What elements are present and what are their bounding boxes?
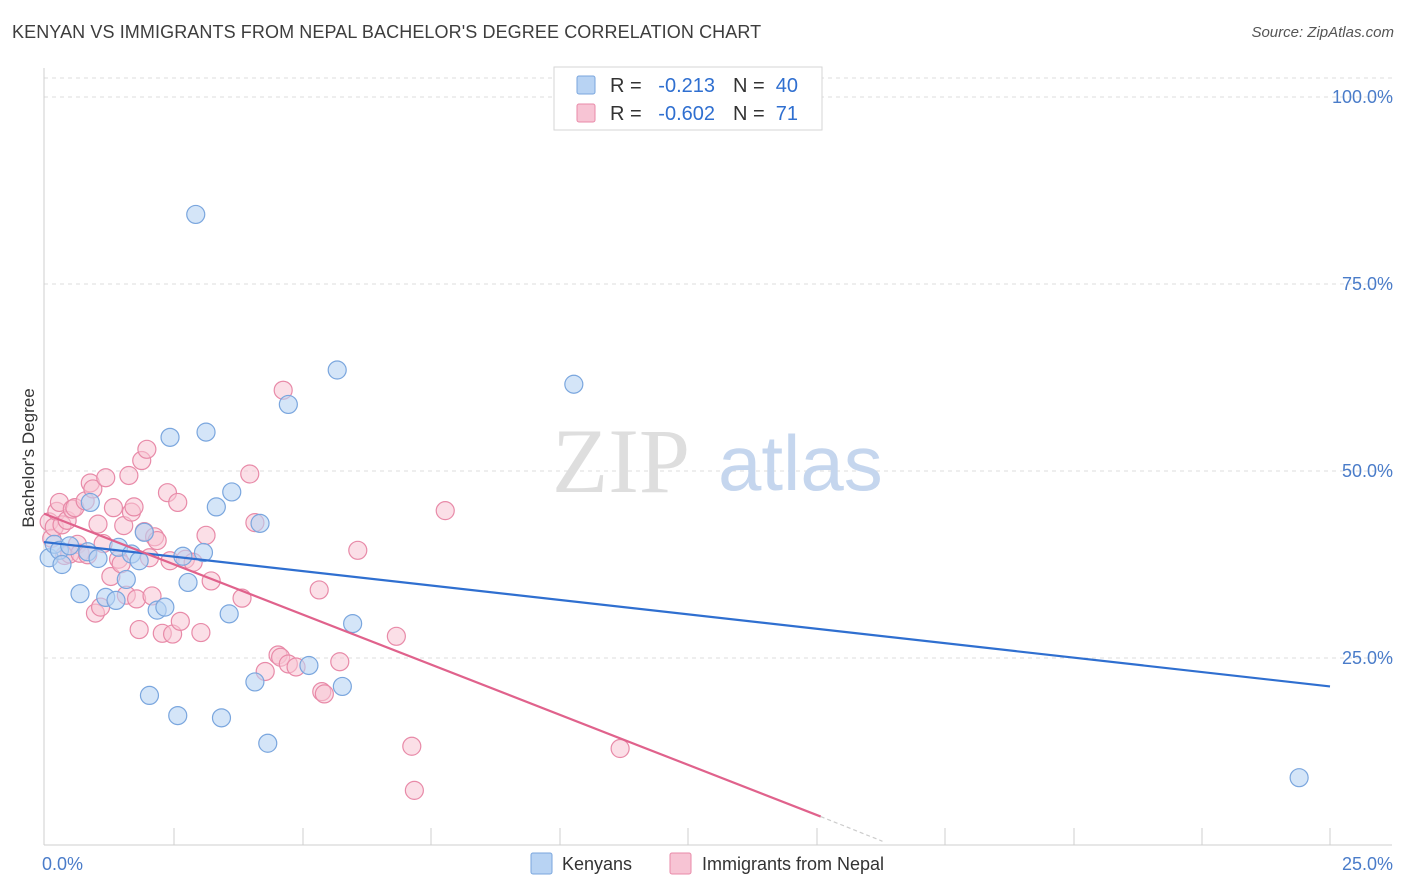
watermark: ZIP atlas: [552, 410, 883, 512]
kenyan-point: [106, 590, 126, 611]
nepal-point: [196, 525, 216, 545]
legend-n-value-nepal: 71: [776, 103, 798, 125]
legend-n-label-nepal: N =: [733, 103, 765, 125]
legend-r-value-nepal: -0.602: [658, 103, 715, 125]
bottom-legend-label-kenyans: Kenyans: [562, 854, 632, 874]
kenyan-point: [134, 522, 154, 542]
source-label: Source: ZipAtlas.com: [1251, 24, 1394, 41]
kenyan-trend-line: [43, 540, 1331, 688]
kenyan-point: [196, 422, 216, 442]
nepal-point: [96, 468, 116, 488]
kenyan-point: [178, 572, 198, 593]
tick-labels: 25.0% 50.0% 75.0% 100.0% 0.0% 25.0%: [42, 87, 1393, 874]
nepal-point: [330, 652, 350, 672]
nepal-point: [126, 589, 147, 609]
nepal-point: [88, 514, 108, 534]
kenyan-point: [211, 708, 232, 728]
nepal-point: [170, 611, 190, 631]
nepal-point: [435, 501, 455, 521]
y-tick-label-50: 50.0%: [1342, 461, 1393, 481]
nepal-point: [402, 736, 422, 756]
kenyan-point: [206, 497, 226, 517]
x-tick-label-max: 25.0%: [1342, 854, 1393, 874]
legend-r-label-nepal: R =: [610, 103, 642, 125]
legend-r-value-kenyans: -0.213: [658, 75, 715, 97]
nepal-point: [103, 498, 124, 518]
bottom-legend-swatch-kenyans: [530, 852, 553, 875]
nepal-point: [168, 492, 188, 513]
nepal-point: [404, 780, 424, 800]
kenyan-point: [219, 604, 239, 624]
kenyan-point: [193, 542, 214, 563]
legend-n-label-kenyans: N =: [733, 75, 765, 97]
x-tick-label-min: 0.0%: [42, 854, 83, 874]
legend-r-label-kenyans: R =: [610, 75, 642, 97]
nepal-trend-line: [43, 512, 822, 818]
nepal-point: [137, 439, 157, 459]
kenyan-point: [258, 733, 278, 753]
kenyan-point: [186, 204, 206, 225]
kenyan-point: [52, 554, 72, 575]
correlation-legend: R = -0.213 N = 40 R = -0.602 N = 71: [553, 66, 823, 131]
legend-n-value-kenyans: 40: [776, 75, 798, 97]
nepal-point: [191, 622, 211, 643]
y-tick-label-100: 100.0%: [1332, 87, 1393, 107]
bottom-legend-label-nepal: Immigrants from Nepal: [702, 854, 884, 874]
y-tick-label-25: 25.0%: [1342, 648, 1393, 668]
trend-lines: [43, 512, 1331, 842]
legend-swatch-kenyans: [576, 75, 596, 95]
axes: [43, 68, 1392, 846]
kenyan-point: [250, 513, 270, 533]
y-axis-title: Bachelor's Degree: [19, 388, 38, 527]
kenyan-point: [116, 569, 136, 590]
nepal-point: [348, 540, 368, 560]
grid-lines: [44, 77, 1392, 659]
nepal-point: [119, 465, 139, 486]
kenyan-point: [332, 676, 352, 697]
kenyan-point: [343, 613, 363, 634]
kenyan-point: [160, 427, 180, 447]
nepal-point: [314, 684, 334, 704]
nepal-points: [39, 380, 630, 800]
kenyan-point: [222, 482, 242, 502]
watermark-atlas: atlas: [718, 419, 883, 507]
y-tick-label-75: 75.0%: [1342, 274, 1393, 294]
series-legend: Kenyans Immigrants from Nepal: [530, 852, 884, 875]
nepal-point: [309, 580, 329, 600]
kenyan-point: [245, 672, 265, 692]
kenyan-point: [299, 655, 319, 676]
nepal-point: [124, 497, 144, 517]
chart-title: KENYAN VS IMMIGRANTS FROM NEPAL BACHELOR…: [12, 22, 762, 42]
kenyan-point: [70, 584, 90, 604]
nepal-point: [386, 626, 406, 646]
nepal-point: [240, 464, 260, 484]
kenyan-point: [155, 597, 175, 617]
nepal-point: [129, 619, 149, 640]
kenyan-point: [564, 374, 584, 394]
nepal-point: [610, 738, 630, 759]
legend-box: [553, 66, 823, 131]
kenyan-point: [139, 685, 160, 706]
kenyan-point: [80, 492, 100, 513]
nepal-trend-extension: [820, 816, 883, 842]
kenyan-point: [278, 394, 298, 415]
kenyan-point: [327, 360, 347, 380]
kenyan-point: [1289, 768, 1309, 788]
kenyan-points: [39, 204, 1309, 788]
bottom-legend-swatch-nepal: [669, 852, 692, 875]
legend-swatch-nepal: [576, 103, 596, 123]
kenyan-point: [88, 548, 108, 569]
kenyan-point: [168, 705, 188, 726]
watermark-zip: ZIP: [552, 410, 690, 512]
